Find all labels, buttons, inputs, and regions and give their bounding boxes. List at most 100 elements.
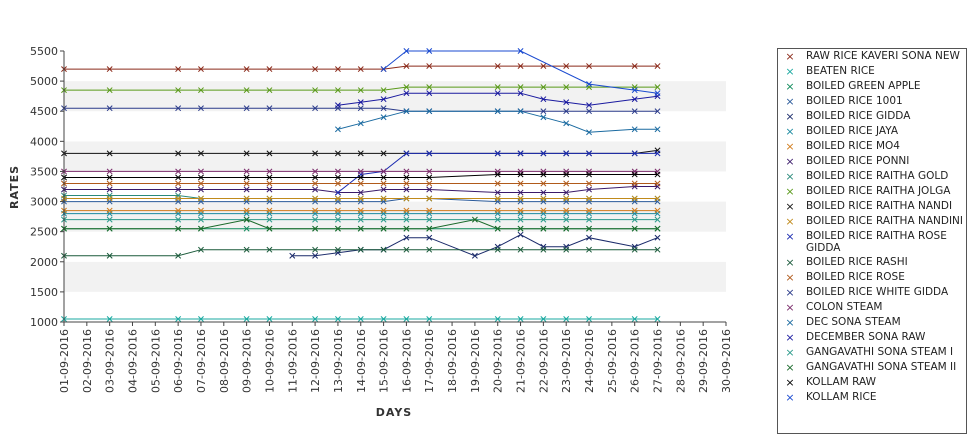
series-line — [337, 92, 658, 106]
series-13 — [61, 246, 661, 259]
data-point — [198, 246, 204, 253]
x-tick-label: 30-09-2016 — [720, 329, 733, 393]
data-point — [654, 171, 661, 178]
data-point — [654, 90, 661, 97]
grid-band — [64, 141, 726, 172]
legend-item: × BEATEN RICE — [778, 64, 966, 79]
data-point — [654, 63, 661, 70]
data-point — [106, 316, 113, 322]
data-point — [426, 168, 433, 175]
legend-marker-icon: × — [785, 170, 795, 183]
data-point — [517, 180, 524, 187]
data-point — [357, 316, 364, 322]
x-tick-label: 17-09-2016 — [423, 329, 436, 393]
data-point — [540, 63, 547, 70]
data-point — [243, 186, 250, 193]
grid-bands — [64, 51, 726, 322]
data-point — [312, 105, 319, 112]
x-tick-label: 10-09-2016 — [263, 329, 276, 393]
data-point — [426, 225, 433, 232]
series-line — [337, 152, 658, 193]
data-point — [517, 225, 524, 232]
data-point — [403, 90, 410, 97]
legend-item: × BOILED RICE RASHI — [778, 255, 966, 270]
data-point — [106, 66, 113, 73]
data-point — [540, 150, 547, 157]
data-point — [540, 108, 547, 115]
x-tick-label: 04-09-2016 — [126, 329, 139, 393]
data-point — [494, 216, 501, 223]
legend-item: × BOILED RICE WHITE GIDDA — [778, 285, 966, 300]
legend-marker-icon: × — [785, 155, 795, 168]
data-point — [631, 96, 638, 103]
data-point — [357, 246, 364, 253]
data-point — [334, 246, 341, 253]
data-point — [266, 225, 273, 232]
data-point — [631, 63, 638, 70]
data-point — [540, 171, 547, 178]
data-point — [403, 174, 410, 181]
data-point — [266, 174, 273, 181]
data-point — [175, 195, 182, 202]
data-point — [517, 90, 524, 97]
legend-label: DECEMBER SONA RAW — [806, 331, 926, 343]
data-point — [654, 234, 661, 241]
data-point — [312, 252, 319, 259]
x-tick-label: 05-09-2016 — [149, 329, 162, 393]
series-6 — [61, 207, 661, 214]
data-point — [654, 246, 661, 253]
data-point — [312, 66, 319, 73]
data-point — [494, 246, 501, 253]
data-point — [540, 180, 547, 187]
y-axis-ticks: 1000 1500 2000 2500 3000 3500 4000 4500 5000 5500 — [30, 45, 64, 329]
data-point — [426, 234, 433, 241]
grid-band — [64, 231, 726, 262]
x-tick-label: 13-09-2016 — [332, 329, 345, 393]
data-point — [266, 168, 273, 175]
data-point — [243, 174, 250, 181]
data-point — [540, 246, 547, 253]
data-point — [175, 316, 182, 322]
series-layer — [61, 48, 661, 322]
data-point — [517, 189, 524, 196]
data-point — [563, 84, 570, 91]
legend-item: × BOILED RICE RAITHA NANDINI — [778, 214, 966, 229]
x-tick-label: 25-09-2016 — [606, 329, 619, 393]
y-tick-label: 1500 — [30, 286, 58, 299]
data-point — [106, 150, 113, 157]
data-point — [586, 108, 592, 115]
data-point — [243, 316, 250, 322]
data-point — [631, 216, 638, 223]
legend-marker-icon: × — [785, 230, 795, 243]
data-point — [586, 150, 592, 157]
data-point — [175, 186, 182, 193]
series-20 — [61, 216, 661, 232]
data-point — [494, 195, 501, 202]
data-point — [517, 316, 524, 322]
x-tick-label: 08-09-2016 — [218, 329, 231, 393]
data-point — [517, 150, 524, 157]
data-point — [312, 87, 319, 94]
data-point — [586, 129, 592, 136]
legend-marker-icon: × — [785, 346, 795, 359]
legend-item: × BOILED RICE RAITHA NANDI — [778, 199, 966, 214]
data-point — [403, 207, 410, 214]
data-point — [494, 108, 501, 115]
x-tick-label: 03-09-2016 — [104, 329, 117, 393]
legend-marker-icon: × — [785, 271, 795, 284]
data-point — [654, 150, 661, 157]
data-point — [563, 216, 570, 223]
data-point — [586, 102, 592, 109]
x-tick-label: 20-09-2016 — [492, 329, 505, 393]
data-point — [334, 195, 341, 202]
data-point — [426, 90, 433, 97]
legend-item: × BOILED RICE MO4 — [778, 139, 966, 154]
data-point — [198, 186, 204, 193]
data-point — [540, 195, 547, 202]
data-point — [426, 174, 433, 181]
legend-label: BOILED GREEN APPLE — [806, 80, 921, 92]
legend-marker-icon: × — [785, 301, 795, 314]
data-point — [517, 48, 524, 54]
legend-item: × BOILED RICE PONNI — [778, 154, 966, 169]
data-point — [334, 180, 341, 187]
